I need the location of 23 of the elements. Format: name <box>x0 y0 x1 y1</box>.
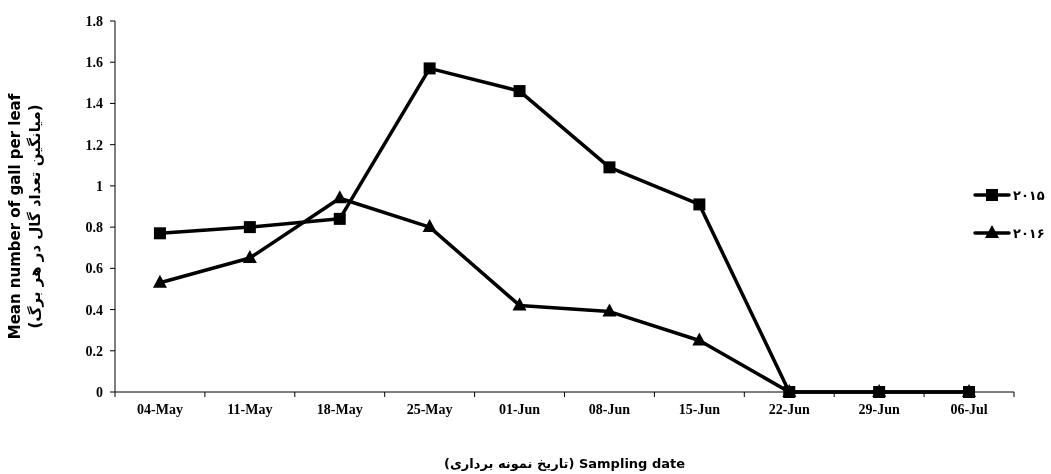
x-tick-label: 11-May <box>227 402 273 417</box>
x-tick-label: 04-May <box>137 402 183 417</box>
x-tick-label: 08-Jun <box>588 402 631 417</box>
x-tick-label: 06-Jul <box>950 402 988 417</box>
y-tick-label: 0 <box>96 385 103 400</box>
x-tick-label: 29-Jun <box>858 402 900 417</box>
y-tick-label: 1 <box>96 178 103 194</box>
y-tick-label: 1.4 <box>85 96 103 112</box>
y-tick-label: 0.8 <box>85 220 103 236</box>
x-tick-label: 22-Jun <box>768 402 811 417</box>
y-tick-label: 1.6 <box>85 55 103 71</box>
y-tick-label: 0.2 <box>85 343 103 359</box>
y-tick-label: 1.8 <box>85 14 103 29</box>
x-tick-label: 18-May <box>316 402 363 417</box>
x-axis-title: (تاریخ نمونه برداری) Sampling date <box>443 456 686 471</box>
x-tick-label: 01-Jun <box>498 402 541 417</box>
y-tick-label: 1.2 <box>85 137 103 153</box>
legend-label: ۲۰۱۵ <box>1013 188 1045 203</box>
y-tick-label: 0.4 <box>85 302 103 318</box>
legend-label: ۲۰۱۶ <box>1013 226 1045 241</box>
x-tick-label: 15-Jun <box>678 402 721 417</box>
y-tick-label: 0.6 <box>85 261 103 277</box>
x-tick-label: 25-May <box>406 402 453 417</box>
